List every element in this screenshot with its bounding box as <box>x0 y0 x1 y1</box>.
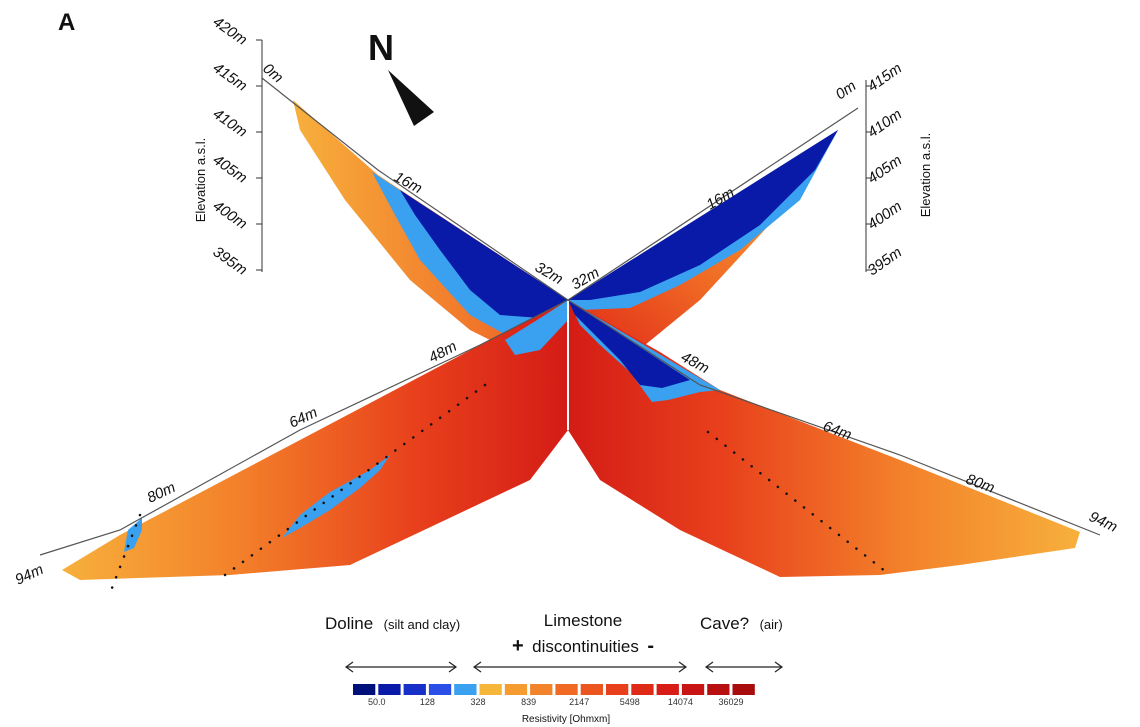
colorbar-ticks: 50.0 128 328 839 2147 5498 14074 36029 <box>368 697 743 707</box>
colorbar-tick-label: 2147 <box>569 697 589 707</box>
left-axis-tick: 420m <box>210 13 250 48</box>
left-axis-title: Elevation a.s.l. <box>193 138 208 223</box>
distance-label: 0m <box>833 77 860 103</box>
distance-label: 80m <box>145 479 179 507</box>
colorbar-tick-label: 839 <box>521 697 536 707</box>
right-elevation-axis: 415m 410m 405m 400m 395m Elevation a.s.l… <box>865 60 933 279</box>
cave-label: Cave? (air) <box>700 614 783 633</box>
colorbar-swatch <box>555 684 578 695</box>
left-axis-tick: 400m <box>210 197 250 232</box>
colorbar-swatch <box>504 684 528 695</box>
colorbar-tick-label: 328 <box>470 697 485 707</box>
right-axis-tick: 405m <box>865 152 905 187</box>
north-label: N <box>368 27 394 68</box>
left-elevation-axis: 420m 415m 410m 405m 400m 395m Elevation … <box>193 13 263 279</box>
colorbar-swatch <box>707 684 730 695</box>
colorbar-swatch <box>606 684 629 695</box>
profile-1-lower-section <box>568 300 1080 577</box>
colorbar-swatch <box>479 684 502 695</box>
distance-label: 94m <box>13 561 47 589</box>
colorbar-swatches <box>353 684 755 695</box>
right-axis-title: Elevation a.s.l. <box>918 133 933 218</box>
discontinuities-label: + discontinuities - <box>512 635 654 657</box>
colorbar-title: Resistivity [Ohmxm] <box>522 714 611 725</box>
interpretation-legend: Doline (silt and clay) Limestone + disco… <box>325 611 784 673</box>
colorbar-swatch <box>681 684 705 695</box>
limestone-label: Limestone <box>544 611 622 630</box>
left-axis-tick: 405m <box>210 151 250 186</box>
distance-label: 64m <box>287 404 321 432</box>
doline-label: Doline (silt and clay) <box>325 614 460 633</box>
colorbar-swatch <box>656 684 679 695</box>
range-arrows <box>344 661 784 673</box>
left-axis-tick: 410m <box>210 105 250 140</box>
colorbar-swatch <box>631 684 654 695</box>
distance-label: 0m <box>259 60 286 86</box>
right-axis-tick: 395m <box>865 244 905 279</box>
profile-1-upper-section <box>293 100 568 350</box>
colorbar-swatch <box>403 684 426 695</box>
right-axis-tick: 415m <box>865 60 905 95</box>
surface-lines <box>39 77 1101 556</box>
colorbar-swatch <box>732 684 755 695</box>
right-axis-tick: 410m <box>865 106 905 141</box>
north-arrow-icon <box>388 70 434 126</box>
colorbar-swatch <box>353 684 376 695</box>
colorbar-tick-label: 36029 <box>718 697 743 707</box>
colorbar-swatch <box>378 684 401 695</box>
colorbar-tick-label: 128 <box>420 697 435 707</box>
profile-2-lower-section <box>62 300 568 580</box>
left-axis-tick: 395m <box>210 243 250 278</box>
right-axis-tick: 400m <box>865 198 905 233</box>
panel-label: A <box>58 9 75 36</box>
colorbar-swatch <box>530 684 553 695</box>
colorbar-swatch <box>428 684 452 695</box>
north-arrow: N <box>368 27 434 126</box>
colorbar-tick-label: 50.0 <box>368 697 386 707</box>
colorbar-swatch <box>454 684 477 695</box>
colorbar-swatch <box>580 684 603 695</box>
colorbar-tick-label: 5498 <box>620 697 640 707</box>
profile-2-upper-section <box>568 130 838 345</box>
resistivity-colorbar: 50.0 128 328 839 2147 5498 14074 36029 Resistiv… <box>353 684 755 725</box>
colorbar-tick-label: 14074 <box>668 697 693 707</box>
left-axis-tick: 415m <box>210 59 250 94</box>
